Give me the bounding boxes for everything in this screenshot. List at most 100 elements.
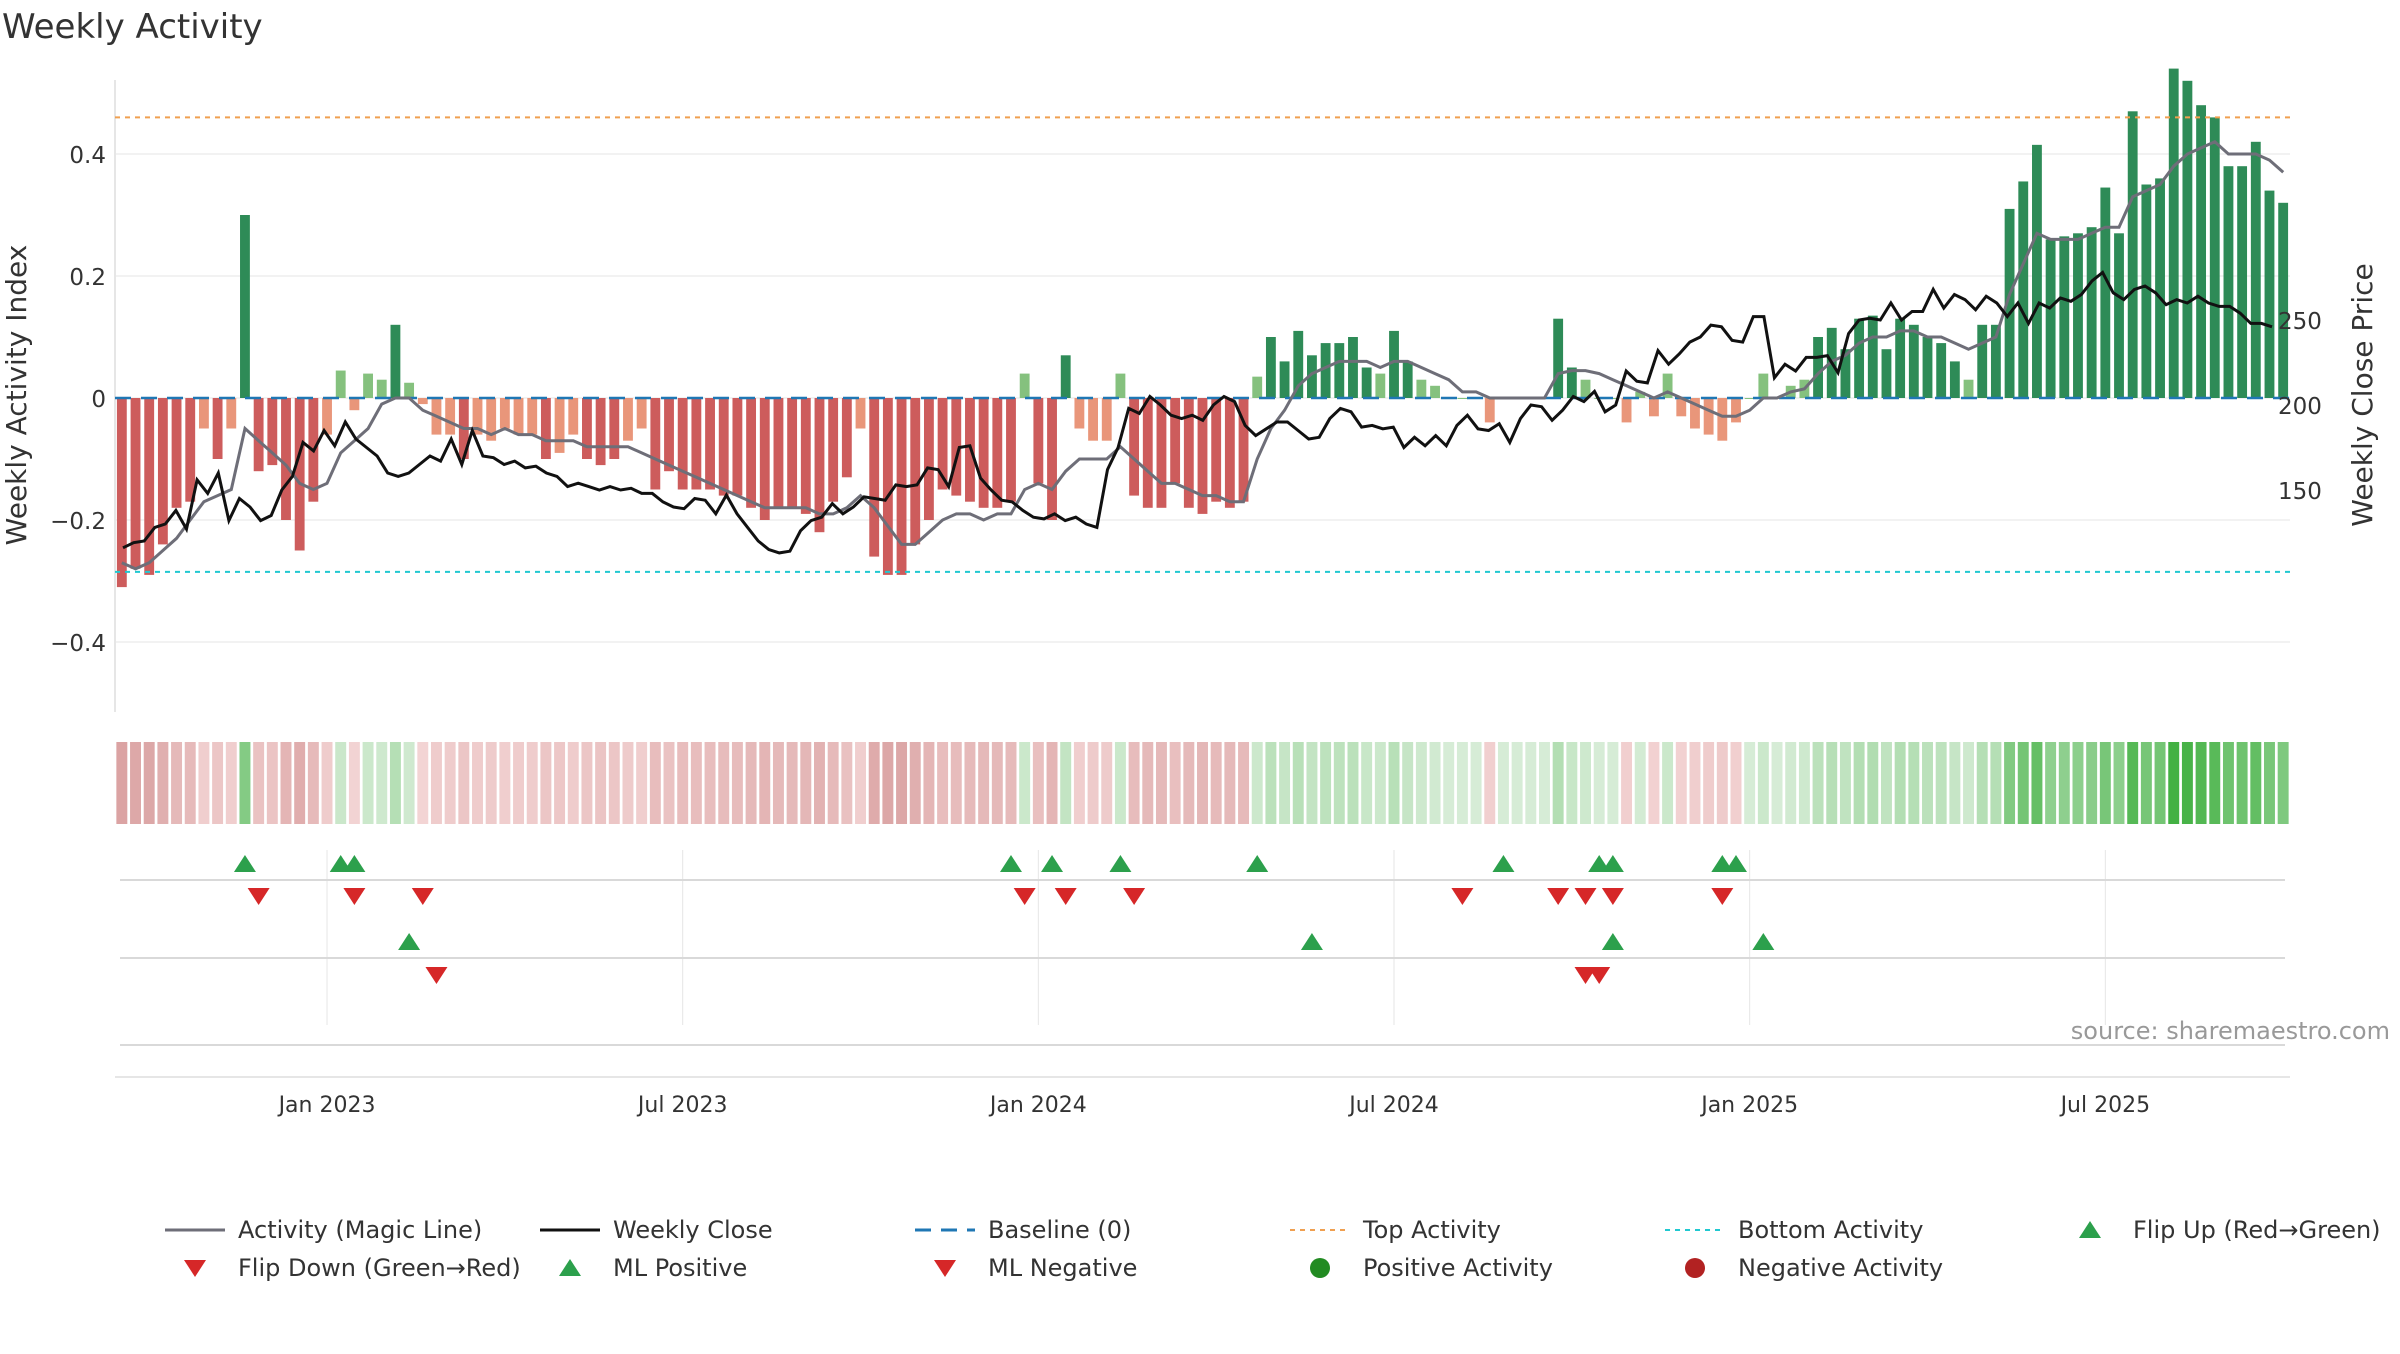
activity-bar xyxy=(2237,166,2248,398)
activity-bar xyxy=(746,398,757,508)
activity-bar xyxy=(1307,355,1317,398)
activity-bar xyxy=(1731,398,1741,423)
legend-label: Positive Activity xyxy=(1363,1254,1553,1282)
activity-bar xyxy=(800,398,811,514)
legend-swatch xyxy=(934,1260,956,1277)
heat-cell xyxy=(1771,742,1783,824)
heat-cell xyxy=(2017,742,2029,824)
activity-bar xyxy=(1265,337,1276,398)
heat-cell xyxy=(554,742,566,824)
heat-cell xyxy=(1648,742,1660,824)
activity-bar xyxy=(2018,181,2029,398)
heat-cell xyxy=(882,742,894,824)
flip-up-marker xyxy=(1492,855,1515,872)
heat-cell xyxy=(827,742,839,824)
flip-down-marker xyxy=(411,888,434,905)
activity-bar xyxy=(910,398,921,545)
heat-cell xyxy=(718,742,730,824)
heat-cell xyxy=(1279,742,1291,824)
activity-bar xyxy=(322,398,332,435)
activity-bar xyxy=(116,398,127,588)
heat-cell xyxy=(1155,742,1167,824)
flip-down-marker xyxy=(247,888,270,905)
activity-bar xyxy=(445,398,456,435)
flip-down-marker xyxy=(1451,888,1474,905)
axis-ticks: 0.4 0.2 0 −0.2 −0.4 250 200 150 Jan 2023 Jul 2023… xyxy=(50,143,2322,1118)
heat-cell xyxy=(1798,742,1810,824)
activity-bar xyxy=(1881,349,1892,398)
heat-cell xyxy=(417,742,429,824)
activity-bar xyxy=(2114,233,2124,398)
heat-cell xyxy=(1019,742,1031,824)
y-axis-label: Weekly Activity Index xyxy=(0,245,33,546)
heat-cell xyxy=(1580,742,1591,824)
heat-cell xyxy=(1949,742,1961,824)
activity-bar xyxy=(157,398,168,545)
heat-cell xyxy=(1607,742,1619,824)
flip-up-marker xyxy=(1601,855,1624,872)
heat-cell xyxy=(1347,742,1359,824)
activity-bar xyxy=(1183,398,1194,508)
activity-bar xyxy=(732,398,743,496)
heat-cell xyxy=(1689,742,1701,824)
activity-bar xyxy=(2223,166,2234,398)
magic-line-series xyxy=(121,140,2285,571)
heat-cell xyxy=(2045,742,2057,824)
weekly-close-series xyxy=(122,270,2273,555)
activity-bar xyxy=(527,398,538,435)
activity-bar xyxy=(417,398,428,405)
activity-bar xyxy=(1484,398,1495,423)
heat-cell xyxy=(1443,742,1455,824)
heat-cell xyxy=(2004,742,2016,824)
heat-cell xyxy=(294,742,306,824)
activity-bar xyxy=(855,398,866,429)
heat-cell xyxy=(1552,742,1564,824)
heat-cell xyxy=(376,742,388,824)
activity-bar xyxy=(2086,227,2097,398)
legend-swatch xyxy=(184,1260,206,1277)
heat-cell xyxy=(1935,742,1947,824)
activity-bar xyxy=(1758,373,1769,398)
legend-label: Weekly Close xyxy=(613,1216,773,1244)
heat-cell xyxy=(2236,742,2248,824)
activity-bar xyxy=(2059,236,2070,398)
activity-bar xyxy=(1621,398,1632,423)
heat-cell xyxy=(1032,742,1044,824)
flip-up-marker xyxy=(233,855,256,872)
heat-cell xyxy=(526,742,538,824)
heat-cell xyxy=(909,742,921,824)
heat-cell xyxy=(2099,742,2111,824)
activity-bar xyxy=(1211,398,1222,502)
activity-bar xyxy=(2182,80,2193,399)
heat-cell xyxy=(1210,742,1222,824)
y-tick-label: −0.4 xyxy=(50,631,106,657)
legend-swatch xyxy=(559,1259,581,1276)
activity-bar xyxy=(1744,398,1755,399)
legend-label: Flip Up (Red→Green) xyxy=(2133,1216,2381,1244)
heat-cell xyxy=(171,742,183,824)
heat-cell xyxy=(1566,742,1578,824)
activity-bar xyxy=(1813,337,1823,398)
activity-bar xyxy=(349,398,360,411)
activity-bar xyxy=(1293,330,1304,398)
activity-bar xyxy=(718,398,729,496)
activity-bar xyxy=(1553,318,1564,398)
heat-cell xyxy=(1963,742,1975,824)
heat-cell xyxy=(677,742,689,824)
legend-swatch xyxy=(1310,1258,1330,1278)
heat-cell xyxy=(622,742,634,824)
heat-cell xyxy=(1757,742,1769,824)
activity-bar xyxy=(1662,373,1673,398)
heat-cell xyxy=(458,742,470,824)
activity-bar xyxy=(2168,68,2179,398)
activity-bar xyxy=(814,398,825,533)
activity-bar xyxy=(185,398,196,502)
heat-cell xyxy=(2113,742,2125,824)
grid-lines xyxy=(114,80,2290,1078)
chart-title: Weekly Activity xyxy=(2,7,263,47)
activity-bar xyxy=(198,398,209,429)
heat-cell xyxy=(937,742,949,824)
legend-swatch xyxy=(1685,1258,1705,1278)
heat-cell xyxy=(1087,742,1099,824)
source-note: source: sharemaestro.com xyxy=(2071,1017,2390,1045)
